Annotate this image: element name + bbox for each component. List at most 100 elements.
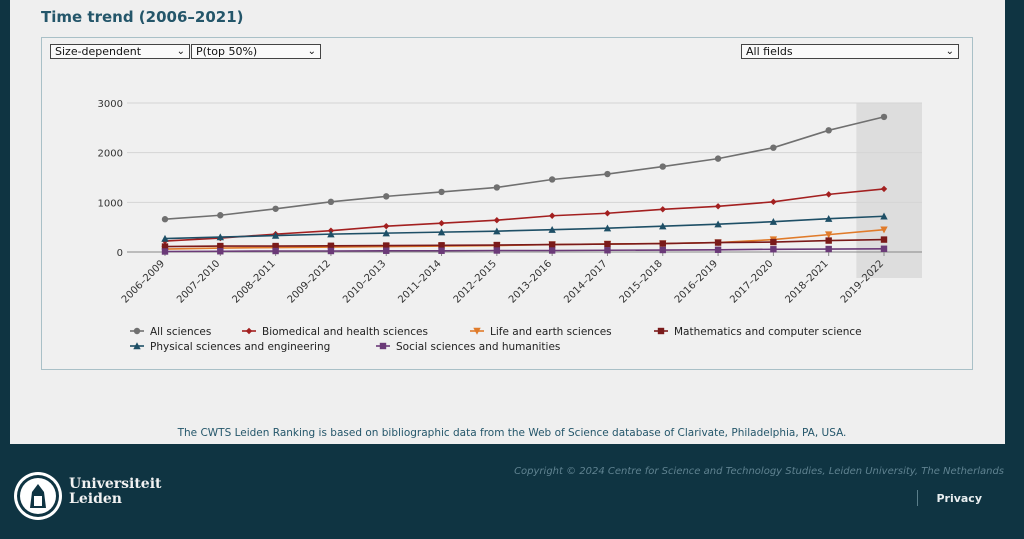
- data-point: [438, 188, 445, 196]
- data-point: [659, 246, 666, 254]
- field-value: All fields: [746, 45, 793, 58]
- data-point: [770, 144, 777, 151]
- data-point: [493, 217, 501, 224]
- x-tick-label: 2014–2017: [562, 258, 609, 305]
- data-point: [493, 247, 501, 254]
- data-point: [438, 242, 445, 249]
- data-point: [548, 241, 556, 248]
- size-mode-select[interactable]: Size-dependent ⌄: [50, 44, 190, 59]
- data-point: [825, 191, 832, 198]
- data-point: [714, 239, 722, 246]
- data-point: [880, 245, 888, 252]
- data-point: [161, 234, 169, 242]
- data-point: [383, 193, 390, 200]
- university-name-line1: Universiteit: [69, 476, 162, 492]
- data-point: [880, 185, 888, 193]
- leiden-university-logo[interactable]: [12, 470, 64, 526]
- y-tick-label: 1000: [98, 198, 123, 209]
- data-source-note: The CWTS Leiden Ranking is based on bibl…: [177, 427, 847, 439]
- data-point: [383, 222, 390, 230]
- legend-marker: [379, 342, 387, 350]
- x-tick-label: 2006–2009: [120, 258, 167, 305]
- x-tick-label: 2013–2016: [507, 258, 554, 305]
- time-trend-chart: 0 1000 2000 3000 2006–2009 2007–2010 2008–2011…: [98, 99, 922, 353]
- data-point: [548, 225, 556, 233]
- data-point: [548, 247, 556, 254]
- data-point: [659, 206, 666, 213]
- data-point: [548, 212, 556, 219]
- x-tick-label: 2018–2021: [784, 258, 831, 305]
- data-point: [825, 245, 832, 253]
- legend-label: Biomedical and health sciences: [262, 326, 428, 338]
- divider: [917, 490, 918, 506]
- chevron-down-icon: ⌄: [945, 46, 954, 57]
- chart-container: Size-dependent ⌄ P(top 50%) ⌄ All fields…: [41, 37, 973, 370]
- data-point: [880, 212, 888, 220]
- x-tick-label: 2010–2013: [341, 258, 388, 305]
- university-name: Universiteit Leiden: [69, 477, 161, 507]
- page-title: Time trend (2006–2021): [41, 8, 244, 26]
- data-point: [659, 163, 666, 170]
- leiden-seal-icon: [14, 472, 62, 520]
- legend-label: Social sciences and humanities: [396, 341, 560, 353]
- data-point: [217, 212, 224, 219]
- data-point: [382, 229, 390, 237]
- x-tick-label: 2011–2014: [396, 258, 443, 305]
- data-point: [327, 198, 335, 206]
- data-point: [659, 222, 667, 230]
- legend-label: Life and earth sciences: [490, 326, 612, 338]
- data-point: [327, 230, 335, 238]
- data-point: [437, 228, 446, 236]
- data-point: [770, 198, 777, 206]
- y-tick-label: 2000: [98, 149, 123, 160]
- x-tick-label: 2017–2020: [728, 258, 775, 305]
- data-point: [493, 241, 501, 249]
- y-tick-label: 3000: [98, 99, 123, 110]
- data-point: [383, 242, 390, 249]
- series-line: [164, 247, 885, 253]
- x-tick-label: 2012–2015: [452, 258, 499, 305]
- data-point: [217, 242, 224, 250]
- data-point: [438, 219, 445, 227]
- size-mode-value: Size-dependent: [55, 45, 142, 58]
- data-point: [272, 242, 279, 250]
- indicator-select[interactable]: P(top 50%) ⌄: [191, 44, 321, 59]
- data-point: [604, 240, 611, 248]
- data-point: [880, 226, 888, 234]
- data-point: [272, 205, 279, 212]
- data-point: [880, 113, 888, 121]
- data-point: [714, 246, 722, 253]
- data-point: [824, 231, 833, 239]
- legend-marker: [657, 327, 665, 335]
- data-point: [327, 247, 335, 255]
- data-point: [659, 240, 666, 247]
- data-point: [493, 227, 501, 235]
- university-name-line2: Leiden: [69, 491, 122, 507]
- data-point: [714, 155, 722, 162]
- data-point: [603, 224, 612, 232]
- x-tick-label: 2008–2011: [230, 258, 277, 305]
- legend-label: Mathematics and computer science: [674, 326, 862, 338]
- data-point: [161, 243, 169, 250]
- data-point: [272, 247, 279, 255]
- data-point: [493, 184, 501, 191]
- x-tick-label: 2007–2010: [175, 258, 222, 305]
- series-line: [164, 215, 885, 240]
- privacy-link[interactable]: Privacy: [936, 492, 982, 505]
- series-line: [164, 188, 885, 242]
- indicator-value: P(top 50%): [196, 45, 258, 58]
- data-point: [825, 127, 832, 134]
- data-point: [216, 233, 225, 241]
- data-point: [383, 247, 390, 254]
- data-point: [880, 236, 888, 243]
- chevron-down-icon: ⌄: [176, 46, 185, 57]
- data-point: [327, 242, 335, 249]
- data-point: [770, 238, 777, 246]
- data-point: [824, 215, 833, 222]
- field-select[interactable]: All fields ⌄: [741, 44, 959, 59]
- data-point: [161, 216, 169, 223]
- x-tick-label: 2009–2012: [286, 258, 333, 305]
- data-point: [770, 246, 777, 253]
- data-point: [604, 210, 611, 217]
- data-point: [438, 247, 445, 254]
